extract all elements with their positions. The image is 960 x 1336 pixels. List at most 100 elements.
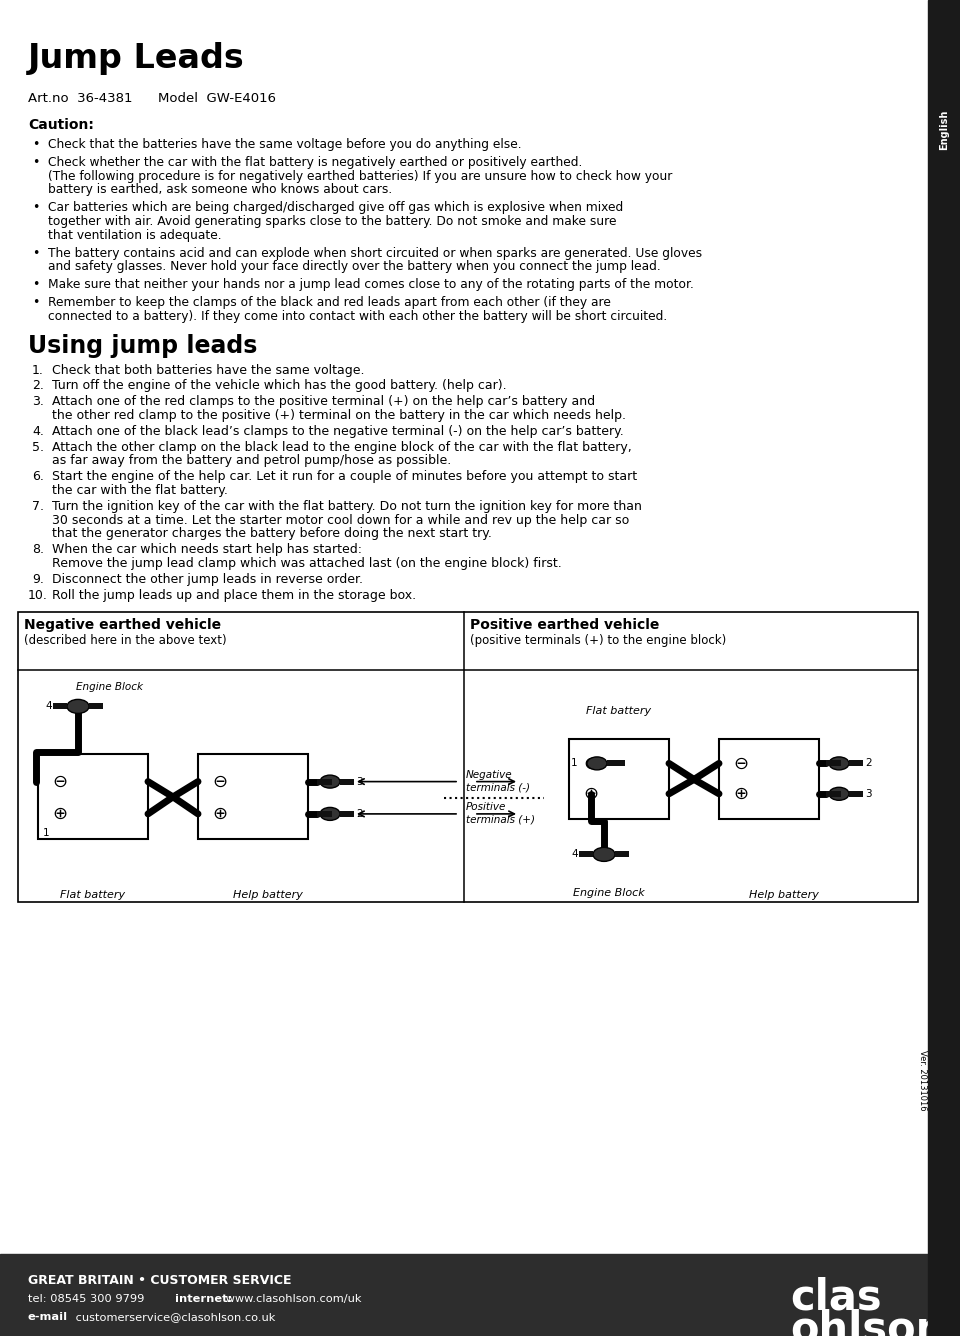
Text: 1.: 1. <box>32 363 44 377</box>
Text: The battery contains acid and can explode when short circuited or when sparks ar: The battery contains acid and can explod… <box>48 247 702 259</box>
Ellipse shape <box>829 758 849 770</box>
Text: 3: 3 <box>865 788 872 799</box>
Text: ⊕: ⊕ <box>584 784 599 803</box>
Text: Caution:: Caution: <box>28 118 94 132</box>
Text: Art.no  36-4381      Model  GW-E4016: Art.no 36-4381 Model GW-E4016 <box>28 92 276 106</box>
Text: 6.: 6. <box>32 470 44 484</box>
Text: GREAT BRITAIN • CUSTOMER SERVICE: GREAT BRITAIN • CUSTOMER SERVICE <box>28 1275 292 1287</box>
Text: that the generator charges the battery before doing the next start try.: that the generator charges the battery b… <box>52 528 492 540</box>
Text: Engine Block: Engine Block <box>573 888 645 898</box>
Text: Help battery: Help battery <box>749 890 819 900</box>
Text: (described here in the above text): (described here in the above text) <box>24 635 227 648</box>
Bar <box>607 760 625 767</box>
Text: Roll the jump leads up and place them in the storage box.: Roll the jump leads up and place them in… <box>52 589 416 601</box>
Text: 9.: 9. <box>32 573 44 585</box>
Text: Remember to keep the clamps of the black and red leads apart from each other (if: Remember to keep the clamps of the black… <box>48 297 611 309</box>
Bar <box>928 0 960 1336</box>
Text: Start the engine of the help car. Let it run for a couple of minutes before you : Start the engine of the help car. Let it… <box>52 470 637 484</box>
Bar <box>340 779 354 784</box>
Bar <box>849 760 863 767</box>
Text: 7.: 7. <box>32 500 44 513</box>
Text: tel: 08545 300 9799: tel: 08545 300 9799 <box>28 1295 144 1304</box>
Bar <box>569 739 669 819</box>
Text: 4.: 4. <box>32 425 44 438</box>
Text: terminals (+): terminals (+) <box>466 815 535 824</box>
Bar <box>340 811 354 816</box>
Text: Flat battery: Flat battery <box>587 707 652 716</box>
Text: Check whether the car with the flat battery is negatively earthed or positively : Check whether the car with the flat batt… <box>48 156 583 168</box>
Text: •: • <box>33 202 39 214</box>
Text: 2.: 2. <box>32 379 44 393</box>
Text: ⊖: ⊖ <box>584 755 599 772</box>
Text: When the car which needs start help has started:: When the car which needs start help has … <box>52 544 362 556</box>
Text: 2: 2 <box>865 759 872 768</box>
Bar <box>198 755 308 839</box>
Text: Remove the jump lead clamp which was attached last (on the engine block) first.: Remove the jump lead clamp which was att… <box>52 557 562 570</box>
Text: Ver. 20131016: Ver. 20131016 <box>919 1050 927 1110</box>
Text: battery is earthed, ask someone who knows about cars.: battery is earthed, ask someone who know… <box>48 183 393 196</box>
Ellipse shape <box>593 847 615 862</box>
Text: English: English <box>939 110 949 150</box>
Text: ⊕: ⊕ <box>212 804 228 823</box>
Bar <box>317 811 332 816</box>
Text: •: • <box>33 278 39 291</box>
Bar <box>615 851 629 858</box>
Text: 4: 4 <box>45 701 52 711</box>
Text: clas: clas <box>790 1276 881 1319</box>
Text: and safety glasses. Never hold your face directly over the battery when you conn: and safety glasses. Never hold your face… <box>48 261 660 274</box>
Ellipse shape <box>587 758 607 770</box>
Text: ⊖: ⊖ <box>212 772 228 791</box>
Bar <box>18 612 918 902</box>
Text: Positive earthed vehicle: Positive earthed vehicle <box>470 619 660 632</box>
Text: (The following procedure is for negatively earthed batteries) If you are unsure : (The following procedure is for negative… <box>48 170 672 183</box>
Text: 1: 1 <box>570 759 577 768</box>
Text: Negative earthed vehicle: Negative earthed vehicle <box>24 619 221 632</box>
Text: internet:: internet: <box>175 1295 232 1304</box>
Text: terminals (-): terminals (-) <box>466 783 530 792</box>
Text: together with air. Avoid generating sparks close to the battery. Do not smoke an: together with air. Avoid generating spar… <box>48 215 616 228</box>
Text: 2: 2 <box>356 808 363 819</box>
Text: (positive terminals (+) to the engine block): (positive terminals (+) to the engine bl… <box>470 635 727 648</box>
Text: that ventilation is adequate.: that ventilation is adequate. <box>48 228 222 242</box>
Text: Turn the ignition key of the car with the flat battery. Do not turn the ignition: Turn the ignition key of the car with th… <box>52 500 642 513</box>
Text: 1: 1 <box>42 828 49 839</box>
Text: Engine Block: Engine Block <box>76 683 143 692</box>
Text: Attach the other clamp on the black lead to the engine block of the car with the: Attach the other clamp on the black lead… <box>52 441 632 454</box>
Text: 4: 4 <box>571 850 578 859</box>
Bar <box>89 703 103 709</box>
Text: 5.: 5. <box>32 441 44 454</box>
Text: 30 seconds at a time. Let the starter motor cool down for a while and rev up the: 30 seconds at a time. Let the starter mo… <box>52 513 629 526</box>
Text: 8.: 8. <box>32 544 44 556</box>
Text: Make sure that neither your hands nor a jump lead comes close to any of the rota: Make sure that neither your hands nor a … <box>48 278 694 291</box>
Text: the car with the flat battery.: the car with the flat battery. <box>52 484 228 497</box>
Bar <box>719 739 819 819</box>
Ellipse shape <box>320 807 340 820</box>
Text: •: • <box>33 247 39 259</box>
Text: connected to a battery). If they come into contact with each other the battery w: connected to a battery). If they come in… <box>48 310 667 323</box>
Text: Help battery: Help battery <box>233 890 303 900</box>
Text: Negative: Negative <box>466 770 513 780</box>
Text: •: • <box>33 297 39 309</box>
Text: 3: 3 <box>356 776 363 787</box>
Text: Using jump leads: Using jump leads <box>28 334 257 358</box>
Text: Attach one of the red clamps to the positive terminal (+) on the help car’s batt: Attach one of the red clamps to the posi… <box>52 395 595 409</box>
Text: ⊕: ⊕ <box>53 804 67 823</box>
Text: Jump Leads: Jump Leads <box>28 41 245 75</box>
Text: 3.: 3. <box>32 395 44 409</box>
Text: Check that both batteries have the same voltage.: Check that both batteries have the same … <box>52 363 365 377</box>
Bar <box>826 760 841 767</box>
Ellipse shape <box>829 787 849 800</box>
Text: Attach one of the black lead’s clamps to the negative terminal (-) on the help c: Attach one of the black lead’s clamps to… <box>52 425 624 438</box>
Text: www.clasohlson.com/uk: www.clasohlson.com/uk <box>222 1295 362 1304</box>
Text: ohlson: ohlson <box>790 1309 946 1336</box>
Bar <box>849 791 863 796</box>
Text: ⊖: ⊖ <box>733 755 749 772</box>
Bar <box>579 851 593 858</box>
Text: •: • <box>33 138 39 151</box>
Bar <box>38 755 148 839</box>
Ellipse shape <box>67 700 89 713</box>
Text: Car batteries which are being charged/discharged give off gas which is explosive: Car batteries which are being charged/di… <box>48 202 623 214</box>
Text: the other red clamp to the positive (+) terminal on the battery in the car which: the other red clamp to the positive (+) … <box>52 409 626 422</box>
Bar <box>317 779 332 784</box>
Text: e-mail: e-mail <box>28 1312 68 1323</box>
